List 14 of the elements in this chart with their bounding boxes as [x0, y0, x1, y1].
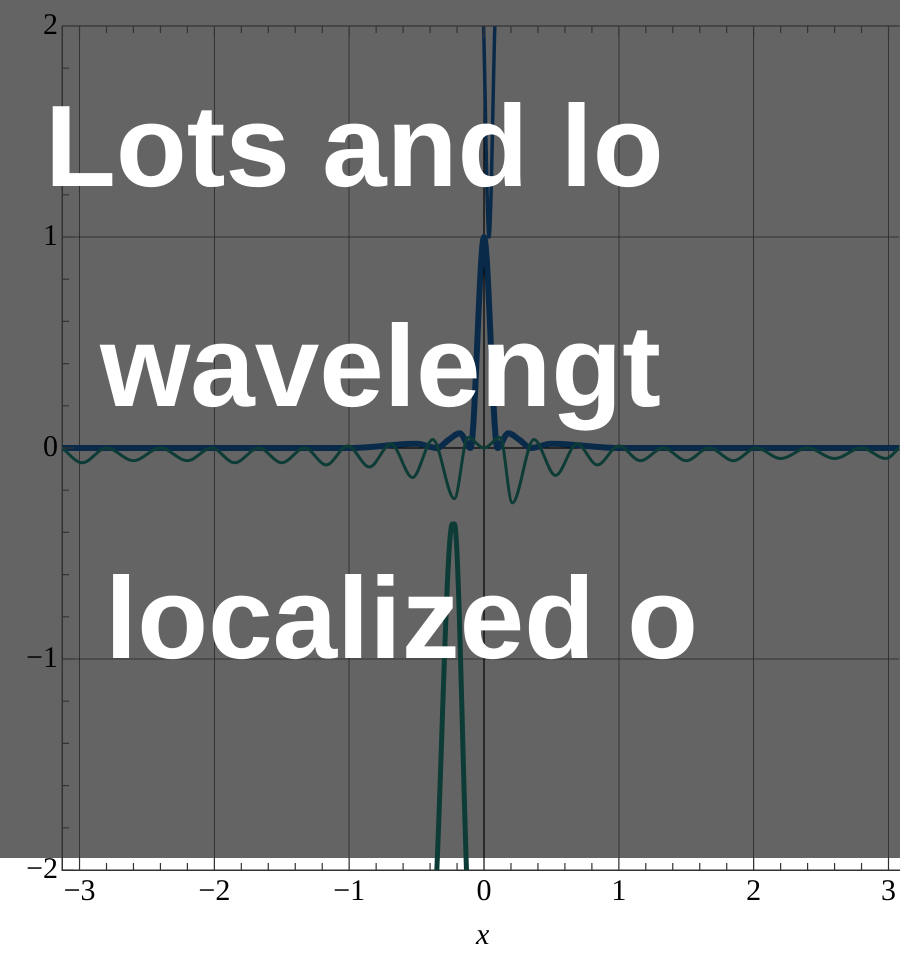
x-tick-label: 3	[881, 874, 896, 907]
x-tick-label: −1	[333, 874, 366, 907]
x-tick-label: 2	[746, 874, 762, 907]
x-tick-label: −3	[64, 874, 96, 907]
y-tick-label: 0	[43, 430, 58, 463]
y-tick-label: 2	[43, 8, 58, 41]
y-tick-label: −1	[26, 640, 58, 674]
x-tick-label: 1	[611, 874, 626, 907]
x-tick-label: −2	[198, 874, 230, 907]
x-tick-label: 0	[476, 874, 492, 907]
x-axis-title: x	[476, 918, 490, 952]
y-tick-label: 1	[43, 218, 58, 252]
y-tick-label: −2	[26, 852, 58, 885]
line-series	[62, 436, 900, 504]
